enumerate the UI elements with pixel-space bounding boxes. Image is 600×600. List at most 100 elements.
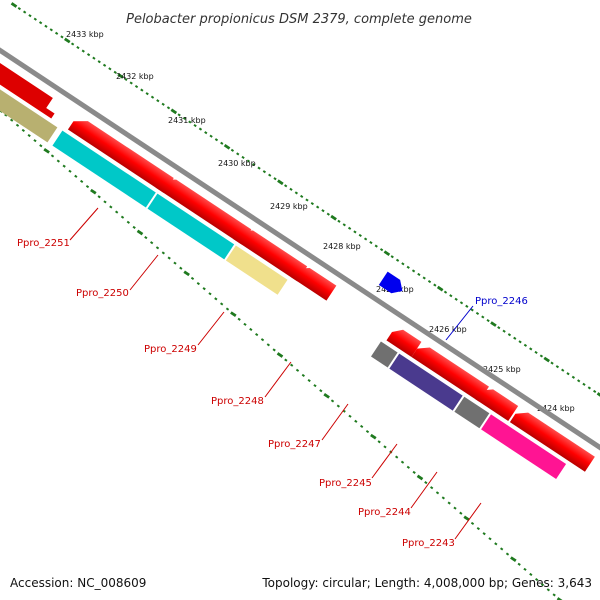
- ruler-dot: [383, 250, 391, 257]
- inner-tick-dot: [202, 287, 206, 291]
- inner-tick-dot: [276, 352, 284, 358]
- gene-arrow-ppro-2252[interactable]: [0, 48, 61, 119]
- gene-arrow-ppro-2246[interactable]: [378, 271, 407, 298]
- ruler-dot: [490, 321, 497, 327]
- inner-tick-dot: [348, 414, 352, 418]
- gene-label[interactable]: Ppro_2246: [475, 296, 528, 307]
- inner-tick-dot: [360, 424, 364, 429]
- ruler-dot: [534, 350, 538, 355]
- ruler-dot: [220, 141, 224, 145]
- inner-tick-dot: [255, 333, 259, 337]
- gene-labels: Ppro_2251 Ppro_2250 Ppro_2249 Ppro_2248 Ppro…: [17, 207, 528, 549]
- ruler-dot: [593, 389, 597, 394]
- inner-tick-dot: [4, 113, 8, 117]
- gene-arrow-ppro-2247-cds[interactable]: [290, 262, 337, 301]
- gene-label[interactable]: Ppro_2250: [76, 288, 129, 299]
- inner-tick-dot: [109, 205, 113, 209]
- map-title: Pelobacter propionicus DSM 2379, complet…: [126, 12, 472, 27]
- inner-tick-dot: [556, 597, 564, 600]
- cog-bar-ppro-2243a: [454, 396, 490, 429]
- gene-label[interactable]: Ppro_2249: [144, 344, 197, 355]
- gene-leader-line: [197, 311, 225, 346]
- inner-tick-dot: [97, 195, 101, 199]
- ruler-dot: [262, 170, 267, 174]
- inner-tick-dot: [430, 486, 434, 490]
- ruler-dot: [108, 67, 112, 71]
- gene-label[interactable]: Ppro_2248: [211, 396, 264, 407]
- inner-tick-dot: [301, 373, 305, 377]
- ruler-dot: [60, 35, 64, 39]
- ruler-dot: [326, 212, 330, 216]
- gene-leader-line: [410, 471, 438, 509]
- ruler-dot: [395, 258, 400, 262]
- gene-label[interactable]: Ppro_2251: [17, 238, 70, 249]
- ruler-dot: [209, 134, 213, 138]
- ruler-dot: [54, 31, 59, 35]
- ruler-dot: [305, 198, 309, 202]
- ruler-label: 2430 kbp: [218, 159, 256, 168]
- ruler-dot: [97, 60, 101, 64]
- cog-bar-ppro-2245: [371, 341, 398, 368]
- gene-label[interactable]: Ppro_2244: [358, 507, 411, 518]
- gene-arrow-ppro-2243-cds[interactable]: [474, 384, 519, 421]
- ruler-dot: [571, 375, 576, 379]
- gene-arrow-ppro-2244-cds[interactable]: [411, 342, 489, 402]
- ruler-dot: [465, 304, 469, 308]
- inner-tick-dot: [470, 521, 475, 525]
- gene-arrow-ppro-2245-cds[interactable]: [386, 325, 422, 357]
- inner-tick-dot: [459, 511, 463, 515]
- ruler-dot: [449, 294, 453, 298]
- ruler-dot: [358, 233, 362, 238]
- ruler-dot: [539, 354, 544, 358]
- ruler-dot: [577, 379, 581, 383]
- ruler-dot: [543, 356, 550, 363]
- cog-bar-ppro-2243: [481, 414, 567, 480]
- inner-tick-dot: [132, 225, 136, 229]
- inner-tick-dot: [307, 378, 311, 383]
- cog-bar-ppro-2252: [0, 66, 58, 143]
- ruler-dot: [529, 347, 533, 351]
- ruler-dot: [33, 17, 37, 21]
- inner-tick-dot: [336, 404, 340, 408]
- ruler-dot: [188, 120, 192, 124]
- inner-tick-dot: [243, 322, 247, 326]
- ruler-label: 2428 kbp: [323, 242, 361, 251]
- ruler-dot: [300, 194, 304, 199]
- cog-bar-ppro-2249: [147, 193, 235, 260]
- gene-label[interactable]: Ppro_2243: [402, 538, 455, 549]
- ruler-dot: [204, 131, 208, 135]
- ruler-dot: [49, 28, 53, 32]
- inner-tick-dot: [500, 547, 504, 551]
- ruler-dot: [422, 276, 426, 280]
- ruler-dot: [369, 240, 373, 245]
- ruler-dot: [316, 205, 320, 209]
- inner-tick-dot: [272, 348, 276, 352]
- inner-tick-dot: [383, 445, 387, 449]
- ruler-dot: [481, 315, 485, 319]
- ruler-dot: [337, 219, 341, 223]
- ruler-dot: [587, 386, 591, 390]
- gene-arrow-ppro-2248-cds[interactable]: [233, 224, 308, 282]
- gene-label[interactable]: Ppro_2245: [319, 478, 372, 489]
- inner-tick-dot: [482, 532, 486, 536]
- ruler-dot: [150, 95, 155, 99]
- inner-tick-dot: [183, 270, 190, 277]
- ruler-dot: [374, 244, 378, 248]
- gene-arrow-ppro-2250-cds[interactable]: [67, 115, 174, 194]
- ruler-dot: [17, 6, 21, 11]
- ruler-dot: [401, 262, 405, 266]
- ruler-dot: [363, 237, 368, 241]
- inner-tick-dot: [237, 317, 241, 321]
- gene-arrow-ppro-2242-cds[interactable]: [509, 407, 595, 472]
- inner-tick-dot: [90, 188, 97, 195]
- inner-tick-dot: [447, 501, 451, 505]
- inner-tick-dot: [412, 470, 416, 474]
- gene-track: [0, 37, 600, 480]
- gene-arrow-ppro-2249-cds[interactable]: [155, 172, 252, 245]
- inner-tick-dot: [150, 241, 154, 245]
- ruler-label: 2426 kbp: [429, 325, 467, 334]
- gene-label[interactable]: Ppro_2247: [268, 439, 321, 450]
- ruler-dot: [134, 84, 139, 89]
- ruler-dot: [236, 152, 240, 156]
- ruler-dot: [129, 81, 133, 85]
